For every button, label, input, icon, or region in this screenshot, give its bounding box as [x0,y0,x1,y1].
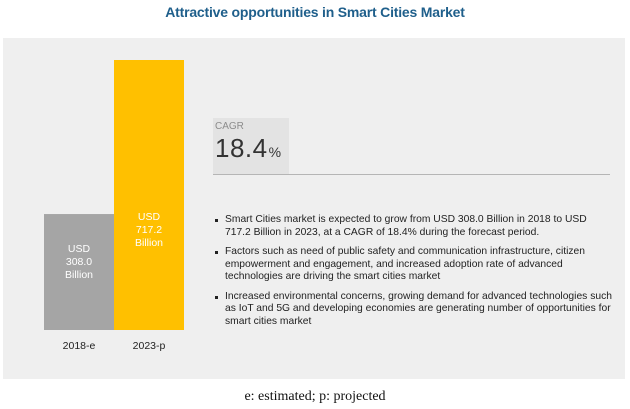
bar-data-label: USD [68,243,91,255]
chart-panel: USD 308.0 Billion 2018-e USD 717.2 Billion 2023… [3,38,625,379]
bar-2018-e [44,214,114,330]
key-point: Increased environmental concerns, growin… [213,291,613,329]
key-point: Factors such as need of public safety an… [213,246,613,284]
key-point: Smart Cities market is expected to grow … [213,214,613,239]
category-label: 2018-e [63,340,96,352]
key-points-list: Smart Cities market is expected to grow … [213,214,613,335]
cagr-number: 18.4 [215,133,268,163]
category-label: 2023-p [133,340,166,352]
cagr-value: 18.4% [215,133,282,164]
bar-data-label: USD [138,211,161,223]
bar-data-label: Billion [65,269,93,281]
cagr-label: CAGR [215,121,244,132]
bar-data-label: Billion [135,237,163,249]
footnote: e: estimated; p: projected [244,389,386,404]
cagr-box [213,118,289,174]
bar-chart: USD308.0Billion2018-eUSD717.2Billion2023… [44,60,184,352]
chart-title: Attractive opportunities in Smart Cities… [165,4,465,20]
bar-data-label: 717.2 [136,224,162,236]
bar-2023-p [114,60,184,330]
bar-data-label: 308.0 [66,256,92,268]
cagr-unit: % [268,144,282,160]
cagr-divider [213,174,610,175]
